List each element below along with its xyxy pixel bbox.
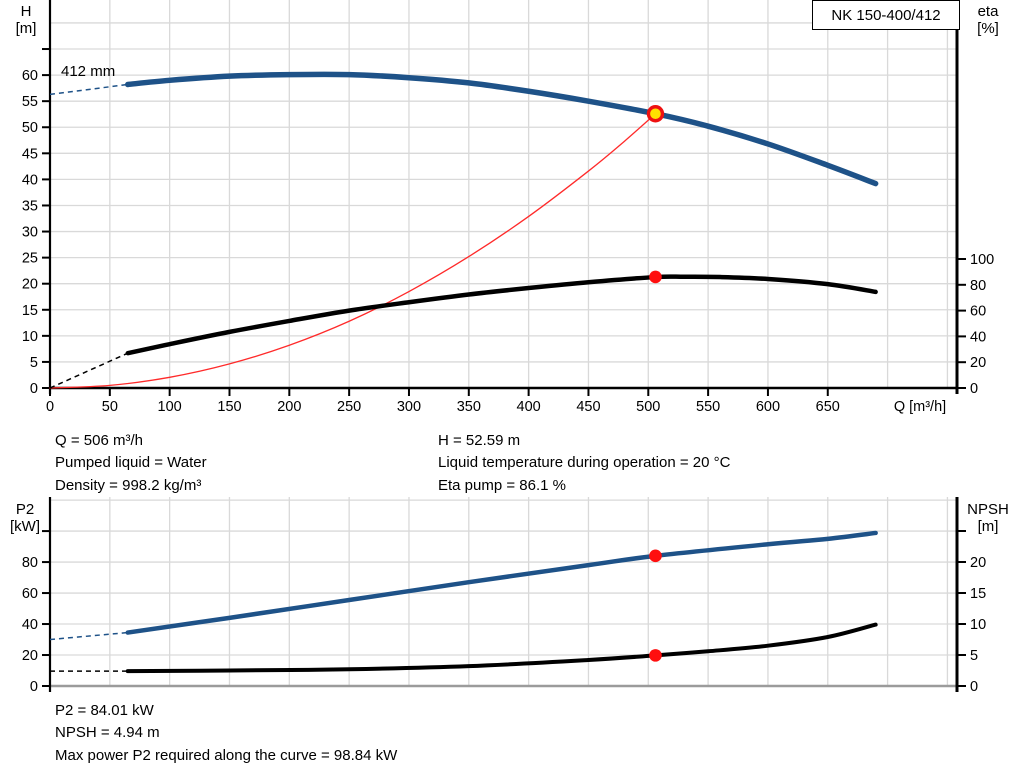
info-head: H = 52.59 m	[438, 432, 521, 449]
info-p2: P2 = 84.01 kW	[55, 702, 154, 719]
p2-point-marker[interactable]	[649, 549, 662, 563]
svg-text:20: 20	[22, 277, 38, 293]
info-flow: Q = 506 m³/h	[55, 432, 143, 449]
svg-text:60: 60	[22, 68, 38, 84]
svg-text:20: 20	[970, 355, 986, 371]
svg-text:50: 50	[22, 120, 38, 136]
npsh-curve	[125, 622, 878, 674]
pump-type-label: NK 150-400/412	[831, 6, 941, 24]
svg-text:0: 0	[30, 381, 38, 397]
npsh-axis-title: NPSH [m]	[967, 501, 1009, 535]
p2-curve-dashed-lead	[49, 631, 128, 641]
info-max-power: Max power P2 required along the curve = …	[55, 746, 398, 764]
svg-text:55: 55	[22, 94, 38, 110]
svg-text:50: 50	[102, 399, 118, 415]
svg-text:550: 550	[696, 399, 720, 415]
svg-text:40: 40	[22, 172, 38, 188]
info-density: Density = 998.2 kg/m³	[55, 476, 202, 494]
svg-text:100: 100	[970, 252, 994, 268]
svg-text:10: 10	[22, 329, 38, 345]
svg-text:500: 500	[636, 399, 660, 415]
svg-text:450: 450	[576, 399, 600, 415]
svg-text:80: 80	[22, 555, 38, 571]
svg-text:400: 400	[517, 399, 541, 415]
svg-text:60: 60	[22, 586, 38, 602]
svg-text:60: 60	[970, 304, 986, 320]
svg-text:45: 45	[22, 146, 38, 162]
pump-type-box: NK 150-400/412	[812, 0, 960, 30]
svg-text:80: 80	[970, 278, 986, 294]
duty-info-left: Q = 506 m³/h Pumped liquid = Water Densi…	[55, 430, 207, 497]
svg-text:300: 300	[397, 399, 421, 415]
p2-npsh-chart[interactable]: 0 20 40 60 80 0 5 10 15 20	[0, 495, 1024, 695]
eta-axis-title: eta [%]	[977, 3, 999, 37]
svg-text:5: 5	[970, 648, 978, 664]
h-axis-title: H [m]	[15, 3, 37, 37]
svg-text:150: 150	[217, 399, 241, 415]
p2-curve	[125, 530, 878, 635]
p2-axis-title: P2 [kW]	[10, 501, 40, 535]
duty-info-right: H = 52.59 m Liquid temperature during op…	[438, 430, 730, 497]
svg-text:0: 0	[970, 381, 978, 397]
svg-text:100: 100	[158, 399, 182, 415]
efficiency-curve-dashed-lead	[49, 352, 129, 389]
efficiency-curve	[125, 274, 878, 356]
svg-text:25: 25	[22, 251, 38, 267]
power-info: P2 = 84.01 kW NPSH = 4.94 m Max power P2…	[55, 700, 397, 767]
head-curve-412mm-dashed-lead	[49, 83, 128, 96]
svg-text:20: 20	[970, 555, 986, 571]
duty-point-marker[interactable]	[646, 105, 665, 123]
info-liquid-temperature: Liquid temperature during operation = 20…	[438, 454, 731, 472]
svg-text:35: 35	[22, 198, 38, 214]
head-curve-412mm	[125, 71, 879, 187]
svg-text:250: 250	[337, 399, 361, 415]
svg-text:0: 0	[970, 679, 978, 695]
svg-text:15: 15	[22, 303, 38, 319]
svg-text:15: 15	[970, 586, 986, 602]
svg-text:0: 0	[46, 399, 54, 415]
head-efficiency-chart[interactable]: 0 50 100 150 200 250 300 350 400 450 500 550 600 650 Q…	[0, 0, 1024, 420]
svg-text:5: 5	[30, 355, 38, 371]
efficiency-point-marker[interactable]	[649, 270, 662, 284]
svg-text:40: 40	[22, 617, 38, 633]
svg-text:0: 0	[30, 679, 38, 695]
svg-text:650: 650	[816, 399, 840, 415]
info-eta-pump: Eta pump = 86.1 %	[438, 476, 566, 494]
svg-text:40: 40	[970, 329, 986, 345]
svg-text:200: 200	[277, 399, 301, 415]
info-npsh: NPSH = 4.94 m	[55, 724, 160, 742]
svg-text:600: 600	[756, 399, 780, 415]
svg-text:30: 30	[22, 225, 38, 241]
svg-text:10: 10	[970, 617, 986, 633]
info-pumped-liquid: Pumped liquid = Water	[55, 454, 207, 472]
impeller-diameter-label: 412 mm	[61, 63, 116, 80]
system-curve	[49, 113, 657, 389]
svg-text:20: 20	[22, 648, 38, 664]
npsh-point-marker[interactable]	[649, 649, 662, 662]
svg-text:350: 350	[457, 399, 481, 415]
svg-text:Q [m³/h]: Q [m³/h]	[894, 399, 946, 415]
